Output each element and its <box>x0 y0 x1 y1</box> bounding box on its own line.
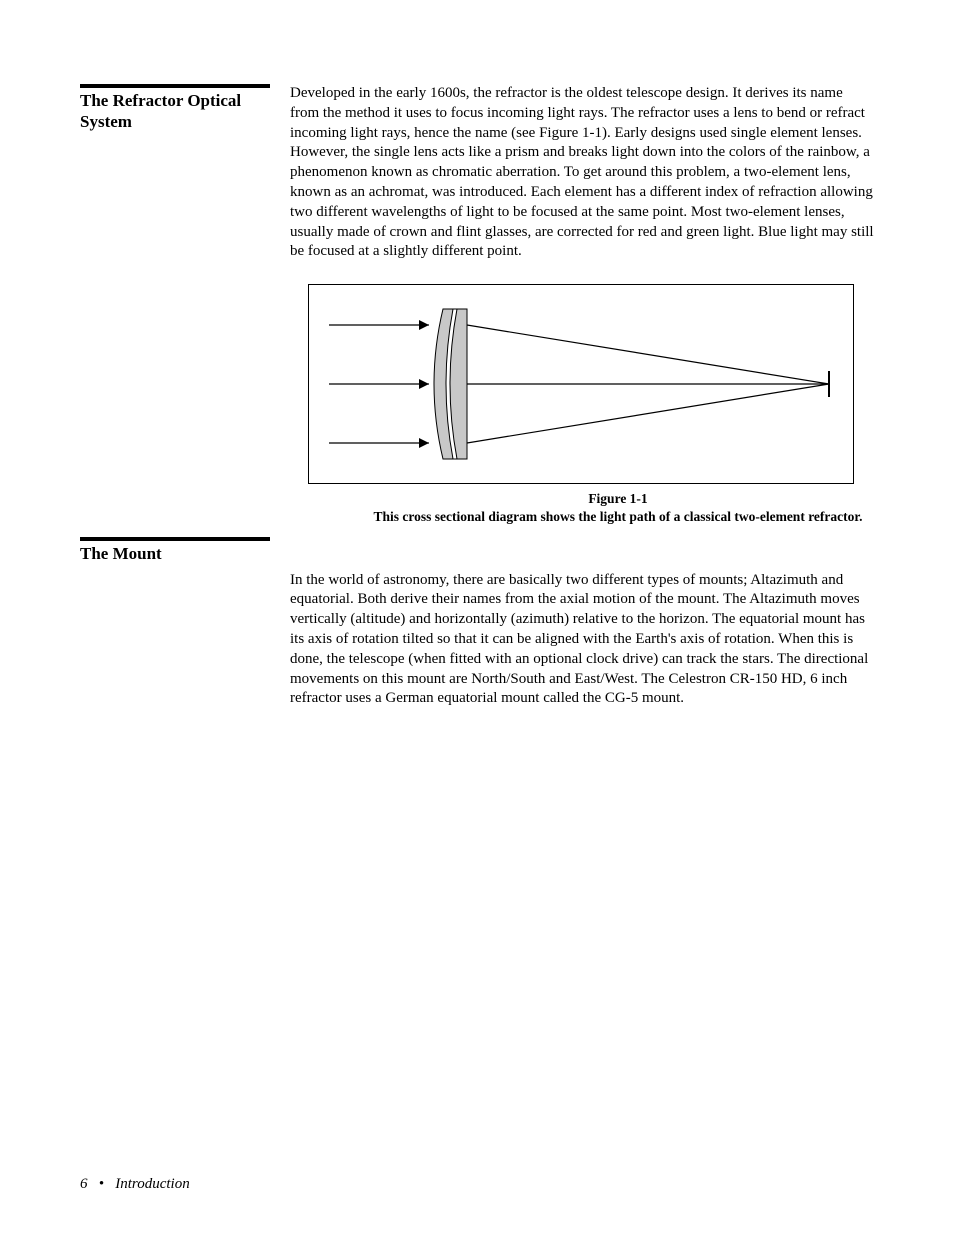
refractor-light-path-svg <box>309 285 853 483</box>
section-title-refractor: The Refractor Optical System <box>80 90 272 133</box>
page: The Refractor Optical System Developed i… <box>0 0 954 1235</box>
figure-diagram <box>308 284 854 484</box>
page-number: 6 <box>80 1176 88 1192</box>
footer-section: Introduction <box>115 1176 189 1192</box>
side-column-mount: The Mount <box>80 537 290 564</box>
figure-label: Figure 1-1 <box>588 491 647 506</box>
side-column-refractor: The Refractor Optical System <box>80 84 290 133</box>
figure-caption-text: This cross sectional diagram shows the l… <box>373 509 862 524</box>
body-text-refractor: Developed in the early 1600s, the refrac… <box>290 84 874 262</box>
section-title-mount: The Mount <box>80 543 272 564</box>
section-rule <box>80 84 270 88</box>
footer-separator: • <box>99 1176 104 1192</box>
section-rule <box>80 537 270 541</box>
section-refractor: The Refractor Optical System Developed i… <box>80 84 874 262</box>
figure-1-1: Figure 1-1 This cross sectional diagram … <box>308 284 874 526</box>
page-footer: 6 • Introduction <box>80 1176 190 1193</box>
figure-caption: Figure 1-1 This cross sectional diagram … <box>308 490 928 526</box>
section-mount: The Mount In the world of astronomy, the… <box>80 537 874 710</box>
body-text-mount-inner: In the world of astronomy, there are bas… <box>290 571 874 710</box>
body-text-mount: In the world of astronomy, there are bas… <box>290 537 874 710</box>
